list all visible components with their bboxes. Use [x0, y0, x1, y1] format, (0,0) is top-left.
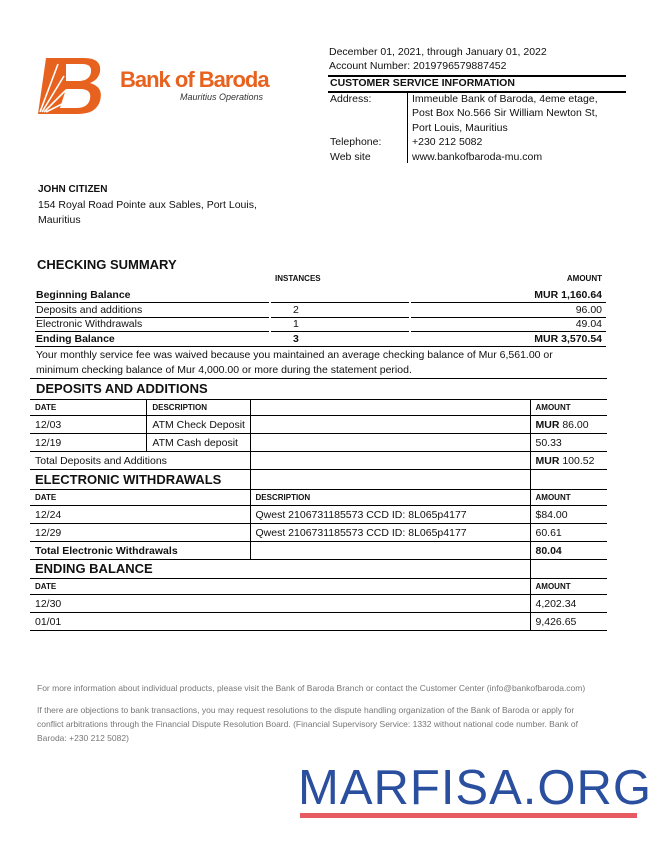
summary-row-amount: MUR 1,160.64	[534, 289, 602, 301]
table-row: 12/03 ATM Check Deposit MUR 86.00	[30, 415, 607, 434]
col-amount: AMOUNT	[529, 400, 607, 416]
customer-address: 154 Royal Road Pointe aux Sables, Port L…	[38, 199, 257, 211]
footer-info: For more information about individual pr…	[37, 683, 586, 693]
account-number: Account Number: 2019796579887452	[329, 60, 507, 72]
customer-address: Mauritius	[38, 214, 81, 226]
telephone: +230 212 5082	[412, 136, 483, 148]
footer-dispute: conflict arbitrations through the Financ…	[37, 719, 578, 729]
amount-header: AMOUNT	[566, 274, 602, 283]
row-date: 12/24	[30, 505, 250, 524]
row-amount: 50.33	[529, 433, 607, 452]
summary-row-instances: 2	[293, 304, 299, 316]
row-date: 12/19	[30, 433, 147, 452]
table-header-row: DATE DESCRIPTION AMOUNT	[30, 400, 607, 416]
customer-name: JOHN CITIZEN	[38, 184, 108, 195]
table-header-row: DATE DESCRIPTION AMOUNT	[30, 489, 607, 506]
footer-dispute: Baroda: +230 212 5082)	[37, 733, 129, 743]
col-description: DESCRIPTION	[249, 489, 530, 506]
summary-row-label: Beginning Balance	[36, 289, 131, 301]
watermark-logo: MARFISA.ORG	[298, 761, 651, 815]
ending-balance-table: ENDING BALANCE DATE AMOUNT 12/30 4,202.3…	[30, 558, 607, 631]
col-date: DATE	[30, 578, 530, 595]
row-description: Qwest 2106731185573 CCD ID: 8L065p4177	[249, 523, 530, 542]
table-row: 12/24 Qwest 2106731185573 CCD ID: 8L065p…	[30, 505, 607, 524]
withdrawals-title: ELECTRONIC WITHDRAWALS	[30, 469, 250, 490]
summary-row-instances: 1	[293, 318, 299, 330]
col-description: DESCRIPTION	[146, 400, 251, 416]
customer-service-title: CUSTOMER SERVICE INFORMATION	[330, 77, 515, 89]
summary-row-amount: MUR 3,570.54	[534, 333, 602, 345]
brand-subtitle: Mauritius Operations	[180, 92, 264, 102]
total-row: Total Electronic Withdrawals 80.04	[30, 541, 607, 560]
table-row: 01/01 9,426.65	[30, 612, 607, 631]
address-line: Port Louis, Mauritius	[412, 122, 508, 134]
row-date: 12/30	[30, 594, 530, 613]
total-row: Total Deposits and Additions MUR 100.52	[30, 451, 607, 470]
summary-row-amount: 96.00	[575, 304, 602, 316]
instances-header: INSTANCES	[275, 274, 321, 283]
row-amount: $84.00	[529, 505, 607, 524]
withdrawals-table: ELECTRONIC WITHDRAWALS DATE DESCRIPTION …	[30, 469, 607, 560]
fee-notice: minimum checking balance of Mur 4,000.00…	[36, 364, 412, 376]
statement-period: December 01, 2021, through January 01, 2…	[329, 46, 547, 58]
row-amount: MUR 86.00	[529, 415, 607, 434]
website-link[interactable]: www.bankofbaroda-mu.com	[412, 151, 543, 163]
row-amount: 9,426.65	[529, 612, 607, 631]
row-amount: 4,202.34	[529, 594, 607, 613]
col-date: DATE	[30, 489, 250, 506]
row-description: ATM Cash deposit	[146, 433, 251, 452]
bank-logo-icon	[38, 58, 101, 114]
address-line: Immeuble Bank of Baroda, 4eme etage,	[412, 93, 598, 105]
col-date: DATE	[30, 400, 147, 416]
row-date: 12/29	[30, 523, 250, 542]
table-row: 12/29 Qwest 2106731185573 CCD ID: 8L065p…	[30, 523, 607, 542]
ending-balance-title: ENDING BALANCE	[30, 558, 530, 579]
row-amount: 60.61	[529, 523, 607, 542]
checking-summary-title: CHECKING SUMMARY	[37, 257, 177, 272]
total-amount: 80.04	[529, 541, 607, 560]
total-amount: MUR 100.52	[529, 451, 607, 470]
row-description: Qwest 2106731185573 CCD ID: 8L065p4177	[249, 505, 530, 524]
summary-row-amount: 49.04	[575, 318, 602, 330]
total-label: Total Electronic Withdrawals	[30, 541, 250, 560]
deposits-title: DEPOSITS AND ADDITIONS	[36, 381, 208, 396]
table-row: 12/19 ATM Cash deposit 50.33	[30, 433, 607, 452]
footer-dispute: If there are objections to bank transact…	[37, 705, 575, 715]
total-label: Total Deposits and Additions	[30, 451, 251, 470]
brand-name: Bank of Baroda	[120, 67, 270, 92]
deposits-table: DATE DESCRIPTION AMOUNT 12/03 ATM Check …	[30, 400, 607, 470]
row-description: ATM Check Deposit	[146, 415, 251, 434]
summary-row-label: Ending Balance	[36, 333, 115, 345]
fee-notice: Your monthly service fee was waived beca…	[36, 349, 553, 361]
table-row: 12/30 4,202.34	[30, 594, 607, 613]
summary-row-label: Deposits and additions	[36, 304, 143, 316]
col-amount: AMOUNT	[529, 489, 607, 506]
row-date: 12/03	[30, 415, 147, 434]
address-label: Address:	[330, 93, 372, 105]
col-amount: AMOUNT	[529, 578, 607, 595]
address-line: Post Box No.566 Sir William Newton St,	[412, 107, 598, 119]
watermark-underline	[300, 813, 637, 818]
summary-row-label: Electronic Withdrawals	[36, 318, 143, 330]
website-label: Web site	[330, 151, 371, 163]
table-header-row: DATE AMOUNT	[30, 578, 607, 595]
row-date: 01/01	[30, 612, 530, 631]
summary-row-instances: 3	[293, 333, 299, 345]
telephone-label: Telephone:	[330, 136, 382, 148]
